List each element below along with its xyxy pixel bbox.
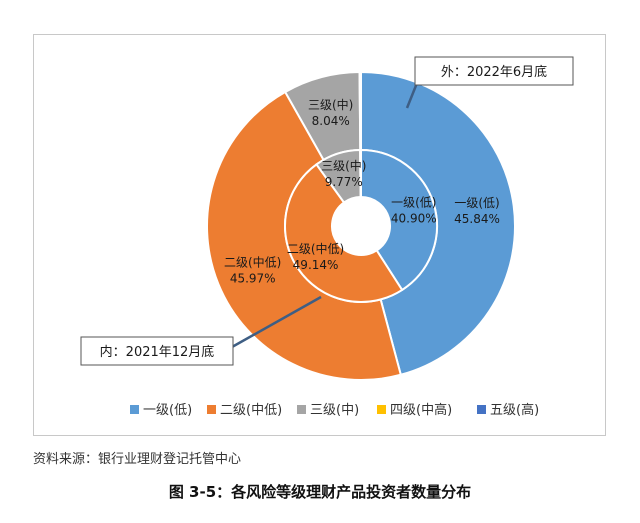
- inner-callout-box: [80, 336, 234, 366]
- legend-swatch-1: [130, 405, 139, 414]
- legend-swatch-3: [297, 405, 306, 414]
- legend-label-4: 四级(中高): [390, 402, 452, 418]
- chart-frame: 一级(低) 45.84% 二级(中低) 45.97% 三级(中) 8.04% 一级(低) 40…: [33, 34, 606, 436]
- inner-callout-label: 内：2021年12月底: [100, 344, 215, 360]
- outer-callout-box: [414, 56, 574, 86]
- outer-slice-2-label: 二级(中低) 45.97%: [224, 254, 281, 285]
- inner-ring: [284, 148, 438, 303]
- inner-slice-4: [359, 148, 362, 199]
- outer-slice-4: [358, 70, 362, 152]
- legend-swatch-2: [207, 405, 216, 414]
- outer-callout-label: 外：2022年6月底: [441, 64, 547, 80]
- inner-slice-2: [284, 163, 404, 303]
- inner-slice-3-label: 三级(中) 9.77%: [321, 158, 366, 189]
- figure-caption: 图 3-5：各风险等级理财产品投资者数量分布: [168, 483, 472, 501]
- legend-swatch-5: [477, 405, 486, 414]
- legend-swatch-4: [377, 405, 386, 414]
- outer-slice-3-label: 三级(中) 8.04%: [308, 97, 353, 128]
- legend-label-1: 一级(低): [143, 403, 192, 418]
- legend: 一级(低) 二级(中低) 三级(中) 四级(中高) 五级(高): [130, 402, 539, 418]
- outer-slice-1-label: 一级(低) 45.84%: [454, 196, 500, 226]
- legend-label-5: 五级(高): [490, 402, 539, 418]
- legend-label-3: 三级(中): [310, 403, 359, 418]
- source-note: 资料来源：银行业理财登记托管中心: [33, 452, 242, 467]
- legend-label-2: 二级(中低): [220, 403, 282, 418]
- doughnut-chart: 一级(低) 45.84% 二级(中低) 45.97% 三级(中) 8.04% 一级(低) 40…: [80, 56, 574, 418]
- inner-slice-2-label: 二级(中低) 49.14%: [287, 241, 344, 272]
- inner-callout-leader: [231, 295, 322, 349]
- inner-slice-1-label: 一级(低) 40.90%: [391, 195, 437, 225]
- slice-labels: 一级(低) 45.84% 二级(中低) 45.97% 三级(中) 8.04% 一级(低) 40…: [224, 97, 500, 285]
